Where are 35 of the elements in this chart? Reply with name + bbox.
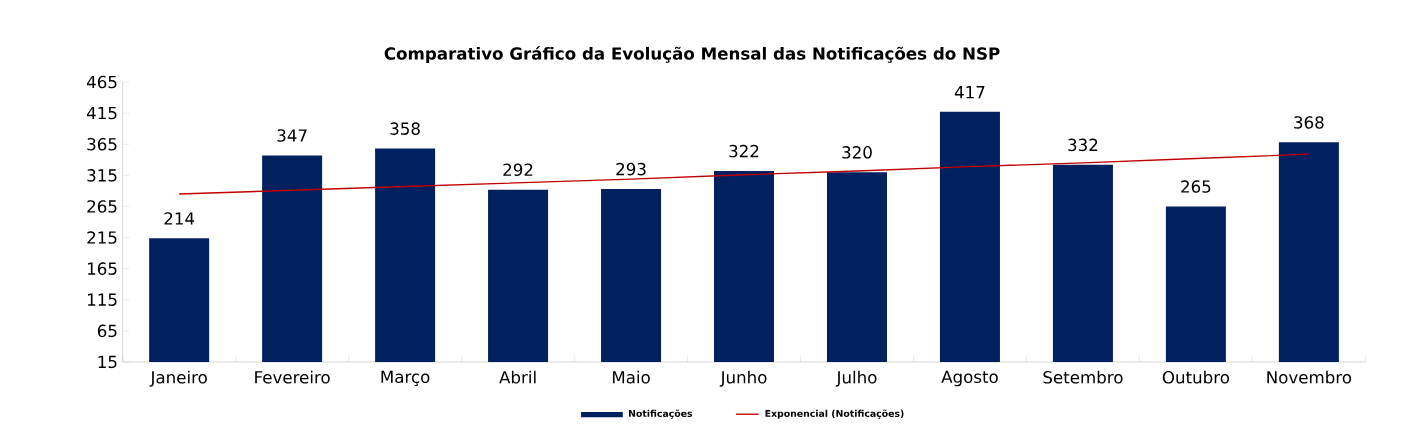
chart-title: Comparativo Gráfico da Evolução Mensal das Notificações do NSP <box>384 46 1000 64</box>
x-tick-label: Fevereiro <box>255 370 330 384</box>
y-tick-label: 265 <box>87 200 117 213</box>
y-tick-label: 15 <box>98 355 117 369</box>
y-tick-label: 415 <box>86 106 117 120</box>
y-tick-label: 465 <box>86 75 117 89</box>
y-tick-label: 365 <box>87 137 117 151</box>
data-label: 322 <box>729 144 759 158</box>
y-tick-label: 315 <box>87 169 117 182</box>
x-tick-label: Novembro <box>1267 370 1352 384</box>
legend-label: Notificações <box>628 409 693 419</box>
data-label: 320 <box>842 146 872 159</box>
data-label: 214 <box>164 212 195 225</box>
y-tick-label: 215 <box>87 231 117 244</box>
data-label: 358 <box>390 122 420 135</box>
x-tick-label: Agosto <box>941 370 998 387</box>
data-label: 292 <box>503 163 533 177</box>
x-tick-label: Outubro <box>1162 370 1230 384</box>
data-label: 265 <box>1181 180 1211 193</box>
x-tick-label: Março <box>381 370 430 387</box>
y-tick-label: 65 <box>97 324 117 338</box>
x-tick-label: Julho <box>835 370 877 387</box>
data-label: 368 <box>1294 116 1324 129</box>
legend-label: Exponencial (Notificações) <box>765 409 904 419</box>
data-label: 293 <box>616 162 646 176</box>
data-label: 347 <box>277 129 307 142</box>
x-tick-label: Janeiro <box>149 370 207 387</box>
data-label: 417 <box>954 86 985 99</box>
y-tick-label: 115 <box>87 293 117 306</box>
x-tick-label: Abril <box>499 370 536 384</box>
x-tick-label: Maio <box>612 370 650 384</box>
x-tick-label: Setembro <box>1043 370 1123 384</box>
data-label: 332 <box>1068 138 1098 152</box>
y-tick-label: 165 <box>87 262 117 275</box>
x-tick-label: Junho <box>719 370 767 387</box>
